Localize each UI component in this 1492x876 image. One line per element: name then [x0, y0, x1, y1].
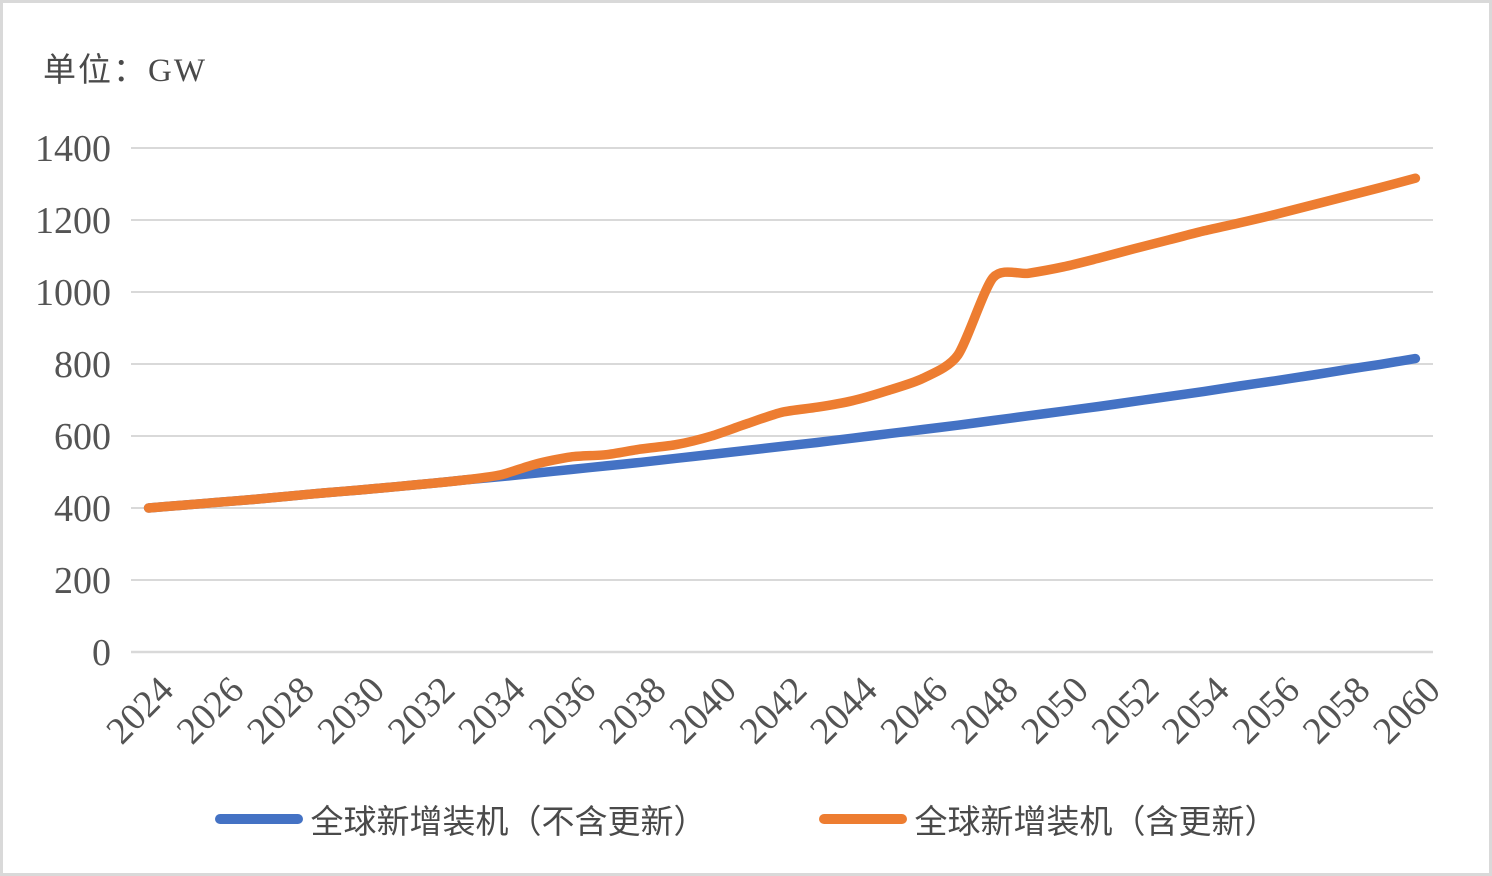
legend-swatch-orange-line [818, 814, 907, 824]
y-axis-labels: 0 200 400 600 800 1000 1200 1400 [35, 128, 111, 674]
svg-text:1000: 1000 [35, 272, 111, 314]
legend-swatch-blue-line [214, 814, 303, 824]
svg-text:1200: 1200 [35, 200, 111, 242]
svg-text:2034: 2034 [450, 669, 533, 752]
legend-item-including-renewal: 全球新增装机（含更新） [818, 795, 1278, 843]
svg-text:2028: 2028 [239, 669, 322, 752]
svg-text:2040: 2040 [661, 669, 744, 752]
svg-text:2038: 2038 [591, 669, 674, 752]
series-lines [143, 173, 1421, 513]
svg-text:2024: 2024 [98, 669, 181, 752]
svg-text:2058: 2058 [1295, 669, 1378, 752]
svg-text:2054: 2054 [1154, 669, 1237, 752]
svg-text:600: 600 [54, 416, 111, 458]
svg-text:2060: 2060 [1365, 669, 1448, 752]
series-line-0 [143, 353, 1421, 513]
svg-text:400: 400 [54, 488, 111, 530]
svg-text:2036: 2036 [521, 669, 604, 752]
svg-text:2048: 2048 [943, 669, 1026, 752]
svg-text:800: 800 [54, 344, 111, 386]
svg-text:2050: 2050 [1013, 669, 1096, 752]
svg-text:2030: 2030 [310, 669, 393, 752]
svg-text:2026: 2026 [169, 669, 252, 752]
svg-text:2052: 2052 [1084, 669, 1167, 752]
svg-text:2056: 2056 [1224, 669, 1307, 752]
gridlines [131, 147, 1433, 654]
unit-label: 单位：GW [43, 53, 207, 89]
svg-text:2032: 2032 [380, 669, 463, 752]
x-axis-labels: 2024202620282030203220342036203820402042… [98, 669, 1448, 752]
svg-text:2042: 2042 [732, 669, 815, 752]
legend-label-excluding-renewal: 全球新增装机（不含更新） [310, 805, 707, 841]
svg-text:200: 200 [54, 560, 111, 602]
svg-text:2046: 2046 [873, 669, 956, 752]
legend-label-including-renewal: 全球新增装机（含更新） [914, 805, 1278, 841]
svg-text:0: 0 [92, 632, 111, 674]
svg-text:2044: 2044 [802, 669, 885, 752]
series-line-1 [143, 173, 1421, 513]
legend-item-excluding-renewal: 全球新增装机（不含更新） [214, 795, 707, 843]
legend: 全球新增装机（不含更新） 全球新增装机（含更新） [3, 795, 1489, 843]
svg-text:1400: 1400 [35, 128, 111, 170]
